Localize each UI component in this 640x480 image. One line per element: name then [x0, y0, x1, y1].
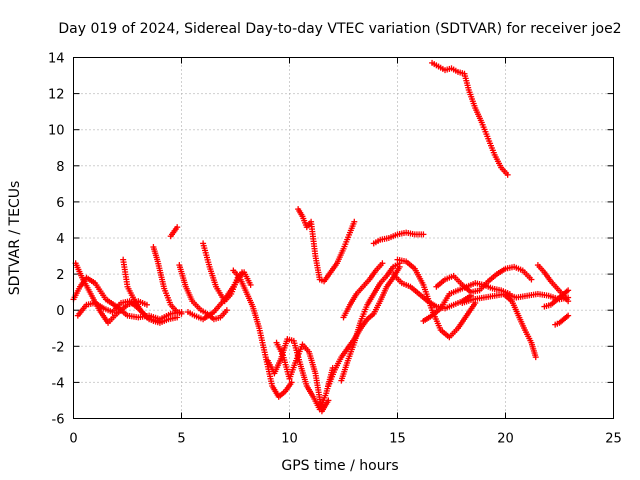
x-tick-label: 5: [177, 432, 185, 447]
grid-lines: [73, 57, 614, 419]
y-tick-label: 14: [48, 52, 65, 67]
y-tick-labels: -6 -4 -2 0 2 4 6 8 10 12 14: [48, 52, 65, 428]
data-point: [174, 314, 181, 321]
series-track-18: [370, 229, 427, 247]
series-track-24: [502, 292, 539, 361]
data-point: [325, 397, 332, 404]
series-track-21: [420, 280, 513, 325]
x-axis-label: GPS time / hours: [281, 458, 398, 474]
series-track-14: [273, 339, 332, 415]
data-point: [565, 298, 572, 305]
series-track-06: [120, 256, 181, 326]
data-point: [288, 379, 295, 386]
series-track-26: [541, 287, 572, 310]
y-tick-label: 6: [56, 196, 64, 211]
series-track-08: [167, 224, 181, 240]
data-points: [70, 59, 572, 415]
data-point: [247, 281, 254, 288]
series-track-12: [230, 267, 295, 400]
y-tick-label: 12: [48, 88, 65, 103]
data-point: [351, 218, 358, 225]
series-track-27: [552, 312, 572, 328]
data-point: [178, 310, 185, 317]
x-tick-label: 0: [69, 432, 77, 447]
data-point: [504, 171, 511, 178]
y-tick-label: 2: [56, 268, 64, 283]
x-tick-label: 15: [389, 432, 406, 447]
data-point: [420, 231, 427, 238]
x-tick-label: 10: [281, 432, 298, 447]
data-point: [565, 312, 572, 319]
y-tick-label: -2: [52, 340, 65, 355]
y-tick-label: -4: [52, 376, 65, 391]
data-point: [223, 307, 230, 314]
data-point: [238, 269, 245, 276]
plot-frame: [73, 57, 614, 419]
y-tick-label: 0: [56, 304, 64, 319]
data-point: [174, 224, 181, 231]
y-axis-label: SDTVAR / TECUs: [7, 181, 23, 296]
data-point: [532, 354, 539, 361]
series-track-01: [429, 59, 511, 178]
data-point: [143, 301, 150, 308]
x-tick-label: 25: [605, 432, 622, 447]
data-point: [528, 276, 535, 283]
series-track-11: [184, 269, 245, 323]
series-track-07: [150, 244, 185, 317]
y-tick-label: 10: [48, 124, 65, 139]
chart-title: Day 019 of 2024, Sidereal Day-to-day VTE…: [58, 21, 621, 37]
series-track-22: [433, 263, 535, 296]
data-point: [565, 287, 572, 294]
series-track-17: [340, 260, 386, 321]
y-tick-label: 8: [56, 160, 64, 175]
y-tick-label: 4: [56, 232, 64, 247]
data-point: [379, 260, 386, 267]
x-tick-label: 20: [497, 432, 514, 447]
series-track-09: [176, 262, 230, 323]
x-tick-labels: 0 5 10 15 20 25: [69, 432, 621, 447]
y-tick-label: -6: [52, 413, 65, 428]
series-track-02: [295, 206, 358, 285]
series-track-16: [338, 260, 403, 384]
